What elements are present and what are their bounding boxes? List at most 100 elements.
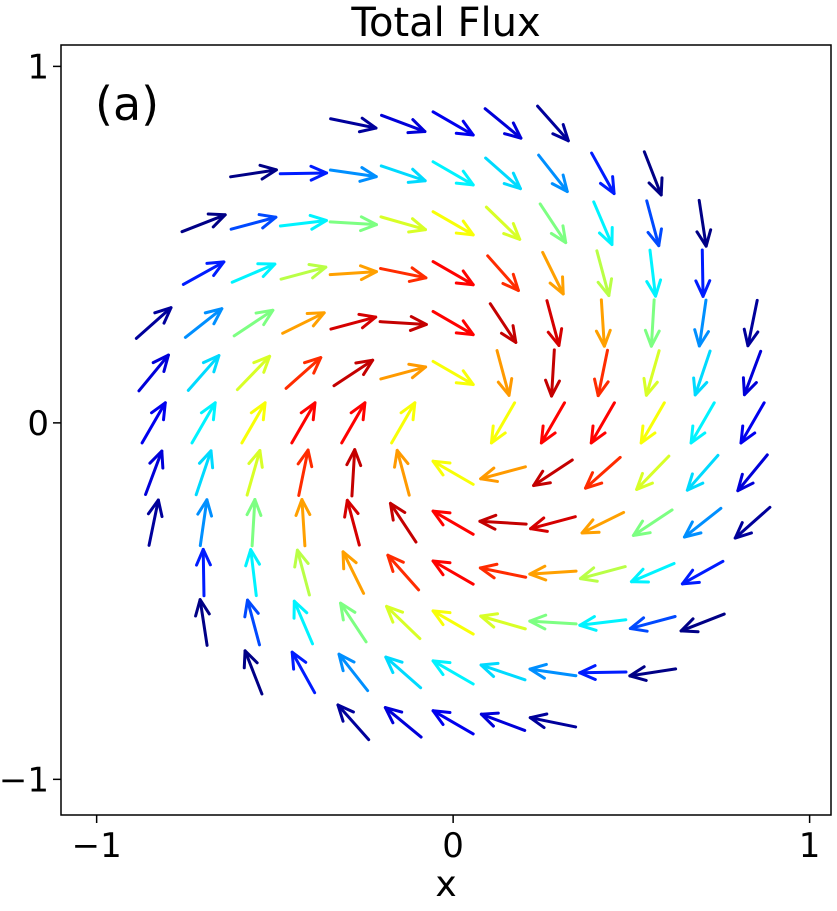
arrow-shaft: [232, 308, 275, 338]
flux-arrow: [584, 455, 622, 490]
flux-arrow: [431, 709, 475, 736]
arrow-head: [431, 659, 452, 677]
flux-arrow: [483, 107, 523, 140]
flux-arrow: [292, 599, 315, 646]
flux-arrow: [685, 453, 720, 492]
flux-arrow: [538, 202, 568, 245]
arrow-shaft: [379, 267, 428, 280]
flux-arrow: [341, 550, 366, 595]
arrow-shaft: [350, 448, 357, 498]
arrow-head: [247, 449, 264, 469]
arrow-head: [694, 279, 712, 298]
arrow-head: [244, 548, 261, 568]
flux-arrow: [594, 298, 612, 348]
arrow-head: [546, 327, 564, 347]
flux-arrow: [379, 362, 428, 381]
arrow-head: [386, 553, 405, 573]
arrow-head: [503, 121, 523, 140]
arrow-head: [685, 472, 705, 492]
arrow-head: [597, 226, 614, 247]
arrow-shaft: [181, 260, 226, 286]
arrow-shaft: [739, 401, 766, 445]
arrow-shaft: [379, 365, 428, 381]
flux-arrow: [232, 308, 275, 338]
arrow-head: [205, 260, 226, 277]
arrow-shaft: [386, 553, 421, 592]
arrow-shaft: [395, 448, 411, 497]
flux-arrow: [628, 615, 677, 633]
arrow-head: [196, 498, 214, 518]
arrow-shaft: [230, 262, 277, 284]
flux-arrow: [380, 113, 427, 135]
arrow-shaft: [190, 401, 217, 445]
arrow-head: [206, 212, 227, 229]
arrow-shaft: [580, 510, 626, 535]
flux-arrow: [645, 199, 663, 248]
arrow-shaft: [284, 356, 323, 390]
arrow-shaft: [639, 401, 666, 445]
flux-arrow: [181, 260, 226, 286]
arrow-shaft: [538, 202, 568, 245]
flux-arrow: [578, 664, 628, 681]
flux-arrow: [431, 459, 475, 486]
flux-arrow: [431, 309, 475, 337]
flux-arrow: [337, 652, 370, 693]
arrow-shaft: [484, 205, 522, 241]
arrow-head: [479, 612, 500, 629]
arrow-shaft: [578, 670, 628, 675]
flux-arrow: [278, 213, 328, 231]
arrow-shaft: [536, 104, 570, 143]
arrow-shaft: [328, 220, 378, 227]
arrow-shaft: [644, 349, 661, 397]
arrow-head: [431, 509, 452, 527]
arrow-shaft: [589, 401, 616, 445]
arrow-head: [689, 424, 707, 445]
flux-arrow: [495, 349, 514, 397]
x-tick-label: −1: [72, 826, 122, 866]
flux-arrow: [137, 353, 170, 393]
arrow-head: [645, 278, 663, 298]
arrow-shaft: [431, 309, 475, 337]
y-tick-label: 1: [27, 47, 49, 87]
arrow-shaft: [478, 519, 528, 526]
flux-arrow: [393, 448, 411, 497]
arrow-head: [695, 228, 713, 248]
arrow-head: [639, 424, 657, 445]
arrow-shaft: [235, 354, 272, 392]
arrow-shaft: [278, 171, 329, 176]
arrow-head: [345, 448, 363, 468]
flux-arrow: [528, 564, 578, 582]
flux-arrow: [186, 354, 221, 392]
arrow-shaft: [390, 401, 417, 445]
arrow-shaft: [682, 506, 723, 539]
flux-arrow: [196, 498, 214, 548]
arrow-head: [502, 171, 522, 191]
flux-arrow: [590, 151, 616, 196]
y-tick-label: 0: [27, 404, 49, 444]
arrow-head: [594, 328, 612, 348]
flux-arrow: [431, 609, 475, 636]
arrow-head: [489, 424, 507, 445]
arrow-head: [431, 559, 452, 577]
flux-arrow: [478, 513, 528, 531]
flux-arrow: [229, 213, 278, 231]
arrow-shaft: [479, 614, 527, 631]
arrow-shaft: [628, 667, 678, 678]
flux-arrow: [431, 509, 475, 536]
arrow-head: [308, 213, 328, 231]
flux-arrow: [343, 498, 361, 547]
flux-arrow: [281, 311, 326, 335]
flux-arrow: [140, 401, 167, 445]
chart-title: Total Flux: [350, 0, 540, 46]
arrow-head: [384, 655, 404, 675]
flux-arrow: [144, 449, 165, 496]
arrow-shaft: [297, 448, 310, 497]
flux-arrow: [488, 302, 518, 344]
arrow-shaft: [528, 569, 578, 576]
arrow-shaft: [345, 498, 361, 547]
flux-arrow: [244, 548, 261, 598]
arrow-shaft: [700, 248, 705, 298]
arrow-shaft: [300, 498, 307, 548]
arrow-head: [693, 328, 710, 348]
